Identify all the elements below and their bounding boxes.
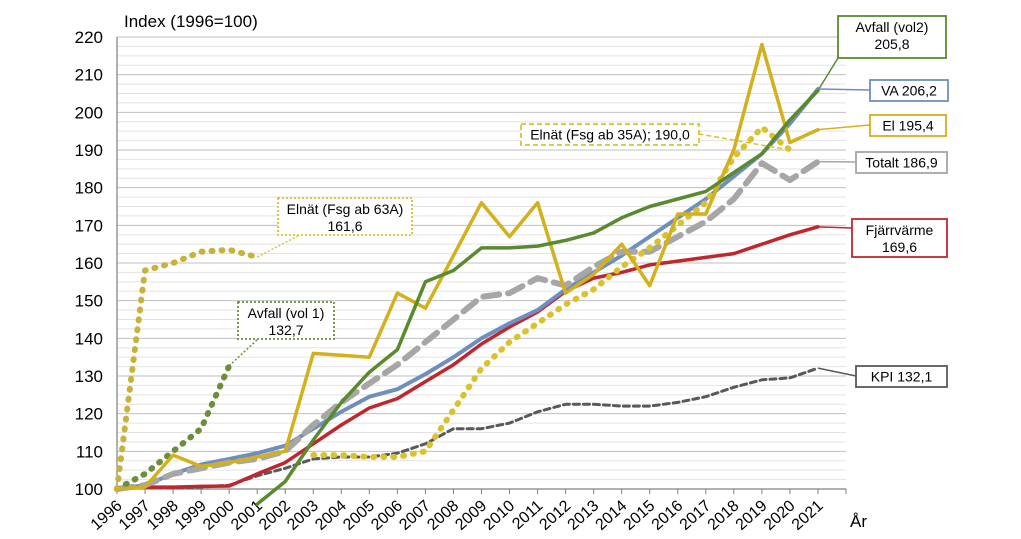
annotation-box-el: [869, 114, 947, 137]
y-tick-label: 170: [75, 216, 103, 235]
annotation-value: 169,6: [882, 239, 917, 255]
series-line-avfall1: [114, 362, 233, 492]
series-line-va: [115, 87, 820, 491]
y-tick-label: 130: [75, 367, 103, 386]
y-tick-label: 200: [75, 103, 103, 122]
annotation-label: KPI 132,1: [871, 369, 933, 385]
x-tick-label: 2000: [200, 497, 238, 534]
annotation-box-avfall2: [837, 15, 947, 59]
annotation-va: VA 206,2: [817, 79, 949, 102]
x-tick-label: 2002: [256, 497, 294, 534]
axes: [116, 37, 847, 494]
x-tick-label: 2014: [593, 497, 631, 534]
x-tick-label: 2012: [536, 497, 574, 534]
x-tick-label: 2011: [509, 497, 546, 533]
annotation-kpi: KPI 132,1: [817, 365, 948, 388]
x-tick-label: 2007: [396, 497, 434, 534]
x-tick-label: 2003: [284, 497, 322, 534]
x-tick-label: 2013: [565, 497, 603, 534]
annotation-leader-fjarr: [817, 226, 853, 229]
x-tick-label: 2005: [340, 497, 378, 534]
x-tick-label: 1996: [88, 497, 126, 534]
annotation-el: El 195,4: [817, 114, 947, 137]
annotation-value: 132,7: [268, 322, 303, 338]
annotation-label: Avfall (vol 1): [248, 305, 325, 321]
y-tick-label: 120: [75, 405, 103, 424]
y-tick-labels: 100 110 120 130 140 150 160 170 180 190 200 210 220: [75, 28, 103, 499]
annotation-box-kpi: [855, 365, 948, 388]
annotation-leader-va: [817, 88, 871, 91]
x-tick-label: 2020: [761, 497, 799, 534]
x-tick-label: 2008: [424, 497, 462, 534]
x-tick-label: 2015: [621, 497, 659, 534]
annotation-leader-kpi: [817, 367, 857, 377]
series-line-avfall2: [255, 88, 820, 506]
x-tick-label: 2006: [368, 497, 406, 534]
y-tick-label: 220: [75, 28, 103, 47]
annotation-box-elnat35: [520, 123, 700, 146]
chart-title: Index (1996=100): [124, 12, 258, 31]
x-tick-labels: 1996199719981999200020012002200320042005…: [88, 497, 827, 534]
annotation-label: Totalt 186,9: [865, 155, 938, 171]
x-tick-label: 2021: [789, 497, 827, 534]
annotation-totalt: Totalt 186,9: [817, 151, 948, 174]
gridlines: [117, 36, 846, 490]
series-line-totalt: [114, 158, 821, 492]
y-tick-label: 160: [75, 254, 103, 273]
annotation-value: 205,8: [874, 36, 909, 52]
annotation-box-fjarr: [851, 218, 948, 258]
series-line-elnat35: [310, 124, 793, 460]
annotation-box-elnat63: [277, 197, 413, 236]
annotation-leader-avfall1: [228, 338, 259, 367]
x-tick-label: 1999: [172, 497, 210, 534]
annotation-avfall2: Avfall (vol2)205,8: [817, 15, 947, 91]
series-line-el: [115, 42, 820, 491]
series-line-elnat63: [114, 246, 261, 492]
annotation-box-totalt: [855, 151, 948, 174]
y-tick-label: 180: [75, 179, 103, 198]
series-lines: [114, 42, 821, 506]
y-tick-label: 110: [76, 442, 103, 461]
y-tick-label: 150: [75, 292, 103, 311]
annotation-elnat35: Elnät (Fsg ab 35A); 190,0: [520, 123, 791, 151]
x-tick-label: 2017: [677, 497, 715, 534]
annotation-value: 161,6: [327, 218, 362, 234]
annotation-label: El 195,4: [882, 118, 934, 134]
annotation-leader-el: [817, 124, 871, 131]
annotation-label: Avfall (vol2): [856, 19, 929, 35]
x-axis-label: År: [850, 512, 867, 531]
x-tick-label: 2004: [312, 497, 350, 534]
x-tick-label: 1998: [144, 497, 182, 534]
annotation-leader-avfall2: [817, 57, 839, 91]
x-tick-label: 2009: [452, 497, 490, 534]
y-tick-label: 210: [75, 66, 103, 85]
x-tick-label: 2018: [705, 497, 743, 534]
annotation-label: Elnät (Fsg ab 35A); 190,0: [530, 127, 690, 143]
annotation-label: Fjärrvärme: [866, 222, 934, 238]
x-tick-label: 2010: [480, 497, 518, 534]
annotation-leader-elnat35: [698, 133, 791, 151]
annotations: Avfall (vol2)205,8VA 206,2El 195,4Totalt…: [228, 15, 949, 388]
y-tick-label: 190: [75, 141, 103, 160]
annotation-elnat63: Elnät (Fsg ab 63A)161,6: [256, 197, 413, 258]
annotation-avfall1: Avfall (vol 1)132,7: [228, 301, 335, 367]
annotation-box-va: [869, 79, 949, 102]
x-tick-label: 1997: [116, 497, 154, 534]
series-line-fjarr: [115, 225, 820, 491]
annotation-label: Elnät (Fsg ab 63A): [287, 201, 404, 217]
annotation-box-avfall1: [237, 301, 335, 340]
y-tick-label: 140: [75, 329, 103, 348]
annotation-label: VA 206,2: [881, 83, 937, 99]
x-tick-label: 2019: [733, 497, 771, 534]
y-tick-label: 100: [75, 480, 103, 499]
annotation-leader-elnat63: [256, 234, 301, 258]
x-tick-label: 2016: [649, 497, 687, 534]
